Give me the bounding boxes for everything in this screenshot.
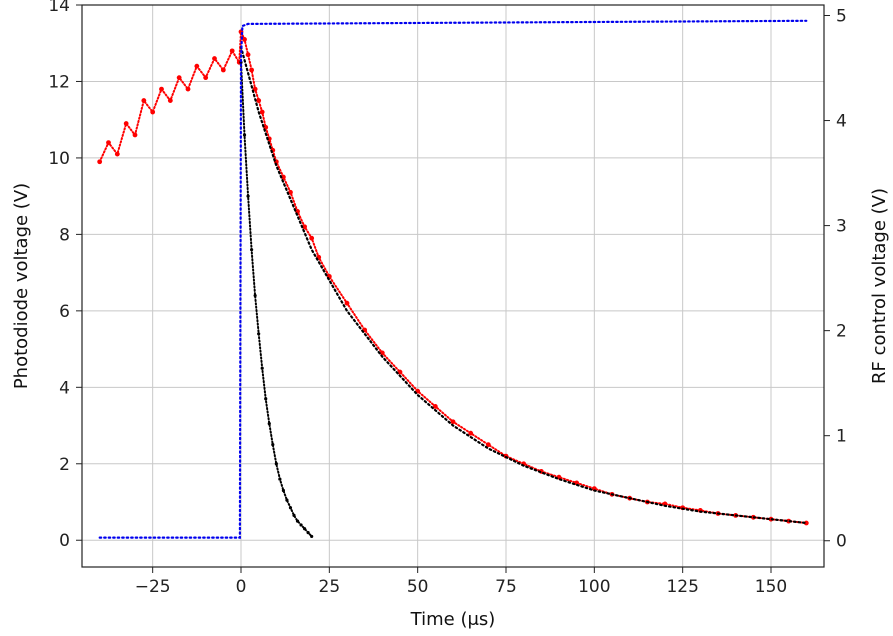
series-2 [239,45,808,525]
x-tick-label: 125 [666,577,698,597]
y-tick-label: 6 [59,302,70,322]
data-point [123,121,129,126]
x-tick-label: 100 [578,577,610,597]
data-point [203,75,209,81]
data-point [256,98,262,103]
data-point [278,477,282,481]
y2-tick-label: 0 [836,532,847,552]
x-tick-label: 150 [755,577,787,597]
data-point [114,151,120,157]
data-point [242,133,247,137]
data-point [267,422,271,426]
data-point [303,527,307,531]
data-point [167,98,173,103]
data-point [212,56,217,61]
y2-tick-label: 1 [836,427,847,447]
y-tick-label: 2 [59,455,70,475]
data-point [252,86,258,92]
y-axis-left: 0 2 4 6 8 10 12 14 [48,0,82,551]
data-point [264,397,268,401]
data-point [299,523,303,527]
y-tick-label: 12 [48,72,70,92]
y-tick-label: 0 [59,531,70,551]
data-point [379,350,385,356]
series-line [98,31,808,524]
y2-tick-label: 3 [836,217,847,237]
data-point [274,462,278,466]
data-point [468,430,474,436]
data-point [159,86,164,92]
series-1 [239,60,314,539]
data-point [259,109,265,115]
data-point [97,159,103,165]
data-point [253,293,257,298]
x-axis: −25 0 25 50 75 100 125 150 [135,567,787,597]
x-tick-label: 0 [236,577,247,597]
data-point [260,366,264,370]
data-point [288,506,293,510]
data-point [150,109,156,115]
series-0 [97,29,809,526]
data-point [229,48,235,54]
plot-frame [81,4,825,568]
y2-tick-label: 2 [836,322,847,342]
data-point [245,52,251,58]
data-point [309,235,315,241]
data-point [310,534,314,539]
data-point [485,442,491,448]
y2-tick-label: 4 [836,112,847,132]
y-axis-right: 0 1 2 3 4 5 [824,7,847,552]
series-line [98,19,808,539]
data-point [306,530,310,535]
series-layer [97,19,809,539]
series-line [239,45,808,525]
data-point [281,174,286,180]
data-point [132,132,138,138]
data-point [220,67,226,73]
data-point [302,224,307,230]
data-point [397,369,403,375]
data-point [249,67,255,73]
data-point [292,513,296,517]
data-point [257,332,261,336]
series-3 [98,19,808,539]
data-point [432,404,438,409]
data-point [242,37,247,42]
y-tick-label: 4 [59,378,70,398]
x-tick-label: 25 [319,577,341,597]
y-axis-left-title: Photodiode voltage (V) [11,183,32,389]
data-point [271,443,275,447]
data-point [106,140,111,146]
data-point [285,498,289,502]
y-axis-right-title: RF control voltage (V) [869,188,890,384]
grid [82,4,824,567]
data-point [295,519,300,523]
data-point [250,248,254,252]
y-tick-label: 8 [59,225,70,245]
x-axis-title: Time (μs) [410,609,496,630]
y2-tick-label: 5 [836,7,847,27]
data-point [194,63,200,69]
x-tick-label: 50 [407,577,429,597]
data-point [803,520,809,526]
data-point [281,488,285,493]
data-point [450,419,456,425]
data-point [176,75,182,81]
data-point [185,86,191,92]
x-tick-label: 75 [495,577,517,597]
y-tick-label: 10 [48,149,70,169]
x-tick-label: −25 [135,577,171,597]
data-point [246,194,250,198]
data-point [141,98,147,103]
data-point [288,189,293,195]
y-tick-label: 14 [48,0,70,16]
data-point [344,300,350,306]
